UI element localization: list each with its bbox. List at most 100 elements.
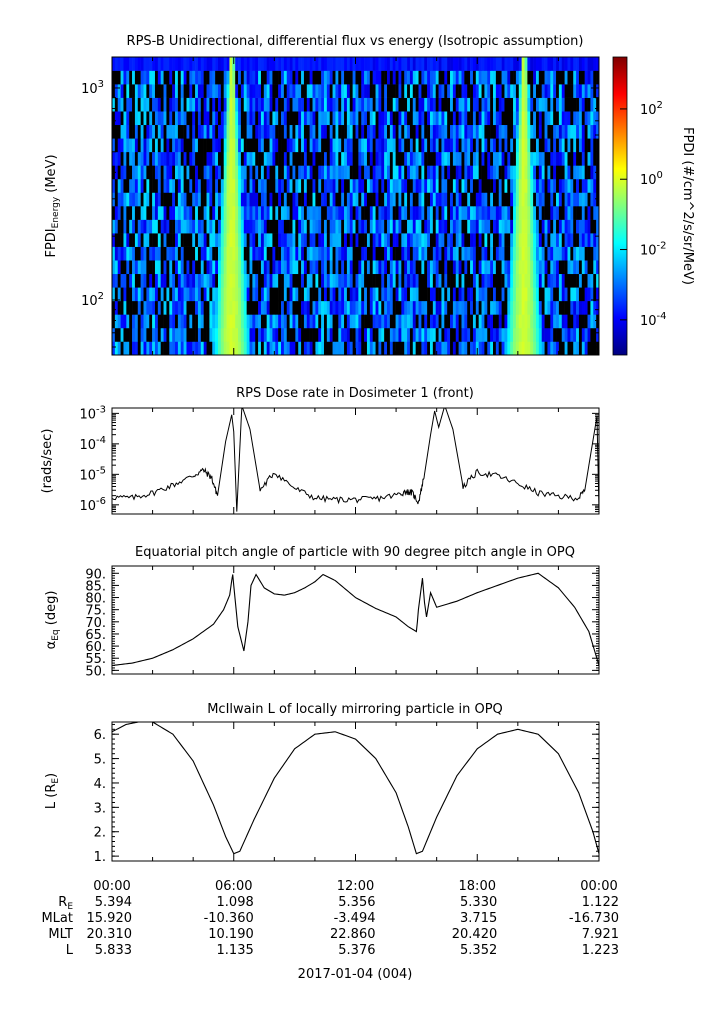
- spectrogram-cell: [335, 97, 339, 112]
- spectrogram-cell: [358, 314, 362, 329]
- spectrogram-cell: [501, 165, 505, 180]
- spectrogram-cell: [467, 273, 471, 288]
- spectrogram-cell: [232, 70, 236, 85]
- spectrogram-cell: [429, 233, 434, 247]
- spectrogram-cell: [235, 57, 239, 71]
- spectrogram-cell: [240, 287, 245, 302]
- spectrogram-cell: [269, 151, 273, 166]
- spectrogram-cell: [143, 84, 147, 98]
- spectrogram-cell: [461, 70, 465, 85]
- spectrogram-cell: [160, 124, 164, 139]
- ephemeris-value: 1.223: [582, 943, 619, 958]
- spectrogram-cell: [507, 70, 511, 85]
- spectrogram-cell: [461, 84, 465, 98]
- spectrogram-cell: [421, 314, 425, 329]
- spectrogram-cell: [561, 233, 565, 247]
- spectrogram-cell: [498, 124, 502, 139]
- spectrogram-cell: [455, 70, 459, 85]
- spectrogram-cell: [538, 178, 542, 193]
- spectrogram-cell: [487, 260, 491, 275]
- spectrogram-cell: [132, 111, 136, 126]
- spectrogram-cell: [384, 206, 388, 220]
- y-tick-label: 103: [81, 79, 104, 97]
- spectrogram-cell: [510, 97, 514, 112]
- spectrogram-cell: [407, 246, 411, 261]
- spectrogram-cell: [163, 151, 167, 166]
- spectrogram-cell: [507, 124, 511, 139]
- spectrogram-cell: [120, 70, 124, 85]
- spectrogram-cell: [169, 151, 173, 166]
- spectrogram-cell: [329, 260, 333, 275]
- spectrogram-cell: [510, 287, 514, 302]
- spectrogram-cell: [398, 314, 402, 329]
- spectrogram-cell: [212, 233, 216, 247]
- spectrogram-cell: [524, 192, 528, 207]
- spectrogram-cell: [203, 206, 207, 220]
- spectrogram-cell: [478, 165, 482, 180]
- spectrogram-cell: [369, 327, 373, 342]
- spectrogram-cell: [129, 138, 133, 153]
- spectrogram-cell: [197, 151, 202, 166]
- spectrogram-cell: [132, 300, 136, 315]
- spectrogram-cell: [556, 111, 560, 126]
- spectrogram-cell: [137, 260, 141, 275]
- spectrogram-cell: [341, 314, 345, 329]
- spectrogram-cell: [441, 327, 445, 342]
- spectrogram-cell: [175, 178, 179, 193]
- spectrogram-cell: [381, 300, 385, 315]
- spectrogram-cell: [424, 246, 428, 261]
- spectrogram-cell: [338, 84, 342, 98]
- spectrogram-cell: [387, 219, 391, 234]
- spectrogram-cell: [389, 165, 394, 180]
- spectrogram-cell: [424, 287, 428, 302]
- spectrogram-cell: [126, 314, 130, 329]
- spectrogram-cell: [541, 138, 545, 153]
- spectrogram-cell: [596, 138, 600, 153]
- spectrogram-cell: [407, 206, 411, 220]
- spectrogram-cell: [166, 97, 170, 112]
- spectrogram-cell: [387, 314, 391, 329]
- spectrogram-cell: [326, 192, 331, 207]
- spectrogram-cell: [504, 287, 508, 302]
- spectrogram-cell: [481, 314, 485, 329]
- spectrogram-cell: [195, 151, 199, 166]
- spectrogram-cell: [197, 219, 202, 234]
- spectrogram-cell: [189, 219, 193, 234]
- mcilwain-l-series-line: [111, 721, 600, 855]
- spectrogram-cell: [495, 260, 500, 275]
- spectrogram-cell: [281, 273, 285, 288]
- spectrogram-cell: [229, 111, 233, 126]
- spectrogram-cell: [143, 273, 147, 288]
- spectrogram-cell: [372, 341, 376, 356]
- spectrogram-cell: [341, 219, 345, 234]
- spectrogram-cell: [232, 327, 236, 342]
- spectrogram-cell: [258, 151, 262, 166]
- spectrogram-cell: [172, 70, 176, 85]
- spectrogram-cell: [578, 111, 583, 126]
- spectrogram-cell: [126, 206, 130, 220]
- spectrogram-cell: [429, 111, 434, 126]
- spectrogram-cell: [498, 233, 502, 247]
- spectrogram-cell: [140, 314, 144, 329]
- spectrogram-cell: [203, 341, 207, 356]
- dose-rate-panel: RPS Dose rate in Dosimeter 1 (front) 10-…: [40, 386, 600, 515]
- spectrogram-cell: [481, 124, 485, 139]
- spectrogram-cell: [452, 219, 457, 234]
- spectrogram-cell: [521, 260, 525, 275]
- spectrogram-cell: [401, 260, 405, 275]
- spectrogram-cell: [355, 124, 359, 139]
- spectrogram-cell: [129, 206, 133, 220]
- spectrogram-cell: [538, 84, 542, 98]
- spectrogram-cell: [355, 57, 359, 71]
- spectrogram-cell: [418, 206, 422, 220]
- spectrogram-cell: [332, 233, 336, 247]
- spectrogram-cell: [561, 138, 565, 153]
- spectrogram-cell: [587, 233, 591, 247]
- spectrogram-cell: [487, 57, 491, 71]
- spectrogram-cell: [240, 219, 245, 234]
- spectrogram-cell: [197, 111, 202, 126]
- spectrogram-cell: [238, 327, 242, 342]
- spectrogram-cell: [593, 70, 597, 85]
- spectrogram-cell: [407, 84, 411, 98]
- spectrogram-cell: [364, 300, 368, 315]
